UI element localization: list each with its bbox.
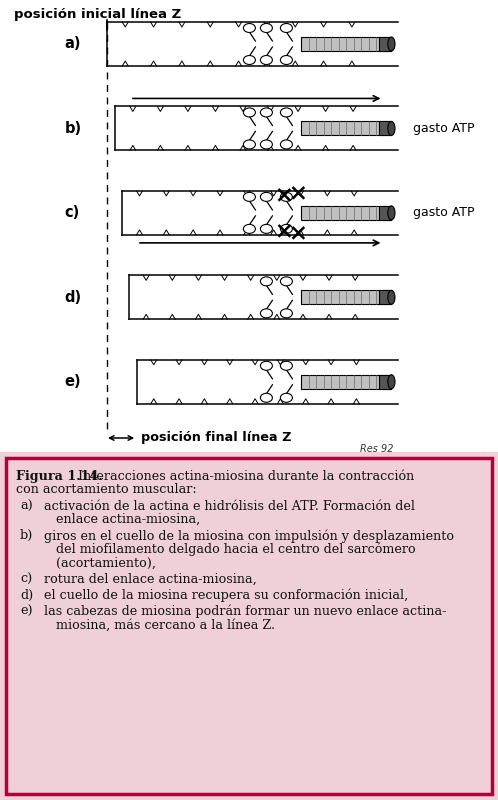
Ellipse shape (260, 224, 272, 234)
Ellipse shape (244, 224, 255, 234)
Ellipse shape (280, 108, 292, 117)
Bar (379, 122, 391, 135)
Text: con acortamiento muscular:: con acortamiento muscular: (16, 483, 197, 497)
Text: miosina, más cercano a la línea Z.: miosina, más cercano a la línea Z. (56, 618, 275, 631)
Ellipse shape (280, 192, 292, 202)
Text: activación de la actina e hidrólisis del ATP. Formación del: activación de la actina e hidrólisis del… (44, 500, 415, 513)
Ellipse shape (260, 277, 272, 286)
Ellipse shape (244, 55, 255, 65)
Text: Res 92: Res 92 (360, 444, 393, 454)
Ellipse shape (260, 108, 272, 117)
Ellipse shape (260, 55, 272, 65)
Bar (301, 206, 391, 220)
Text: a): a) (20, 500, 33, 513)
Ellipse shape (388, 206, 395, 220)
Ellipse shape (260, 362, 272, 370)
Ellipse shape (388, 122, 395, 135)
Text: posición inicial línea Z: posición inicial línea Z (14, 8, 181, 21)
Text: a): a) (65, 37, 81, 51)
Text: del miofilamento delgado hacia el centro del sarcómero: del miofilamento delgado hacia el centro… (56, 543, 416, 556)
Ellipse shape (280, 23, 292, 33)
Text: d): d) (20, 589, 33, 602)
Text: enlace actina-miosina,: enlace actina-miosina, (56, 514, 200, 526)
Text: el cuello de la miosina recupera su conformación inicial,: el cuello de la miosina recupera su conf… (44, 589, 408, 602)
Bar (379, 206, 391, 220)
Ellipse shape (280, 224, 292, 234)
Bar (301, 290, 391, 304)
Ellipse shape (244, 192, 255, 202)
Ellipse shape (260, 192, 272, 202)
Ellipse shape (280, 277, 292, 286)
Ellipse shape (244, 108, 255, 117)
Ellipse shape (280, 55, 292, 65)
Ellipse shape (280, 394, 292, 402)
Bar (301, 122, 391, 135)
Text: d): d) (65, 290, 82, 305)
Ellipse shape (244, 23, 255, 33)
Text: gasto ATP: gasto ATP (413, 206, 475, 219)
Bar (301, 37, 391, 51)
Text: Figura 1.14.: Figura 1.14. (16, 470, 103, 483)
Bar (379, 290, 391, 304)
Text: c): c) (65, 206, 80, 220)
Ellipse shape (260, 23, 272, 33)
Ellipse shape (280, 309, 292, 318)
Text: rotura del enlace actina-miosina,: rotura del enlace actina-miosina, (44, 573, 257, 586)
Ellipse shape (388, 37, 395, 51)
Text: (acortamiento),: (acortamiento), (56, 556, 156, 570)
Ellipse shape (388, 290, 395, 304)
Bar (301, 374, 391, 389)
Text: b): b) (20, 530, 33, 542)
Text: gasto ATP: gasto ATP (413, 122, 475, 135)
Bar (6, 458, 492, 794)
Bar (379, 374, 391, 389)
Text: c): c) (20, 573, 32, 586)
Text: e): e) (65, 374, 81, 390)
Text: posición final línea Z: posición final línea Z (141, 431, 291, 445)
Text: las cabezas de miosina podrán formar un nuevo enlace actina-: las cabezas de miosina podrán formar un … (44, 605, 446, 618)
Bar (0, 452, 498, 800)
Ellipse shape (260, 309, 272, 318)
Ellipse shape (280, 140, 292, 149)
Text: giros en el cuello de la miosina con impulsión y desplazamiento: giros en el cuello de la miosina con imp… (44, 530, 454, 543)
Text: e): e) (20, 605, 33, 618)
Bar (379, 37, 391, 51)
Ellipse shape (260, 394, 272, 402)
Text: b): b) (65, 121, 82, 136)
Ellipse shape (388, 374, 395, 389)
Ellipse shape (244, 140, 255, 149)
Text: Interacciones actina-miosina durante la contracción: Interacciones actina-miosina durante la … (78, 470, 414, 483)
Ellipse shape (280, 362, 292, 370)
Ellipse shape (260, 140, 272, 149)
